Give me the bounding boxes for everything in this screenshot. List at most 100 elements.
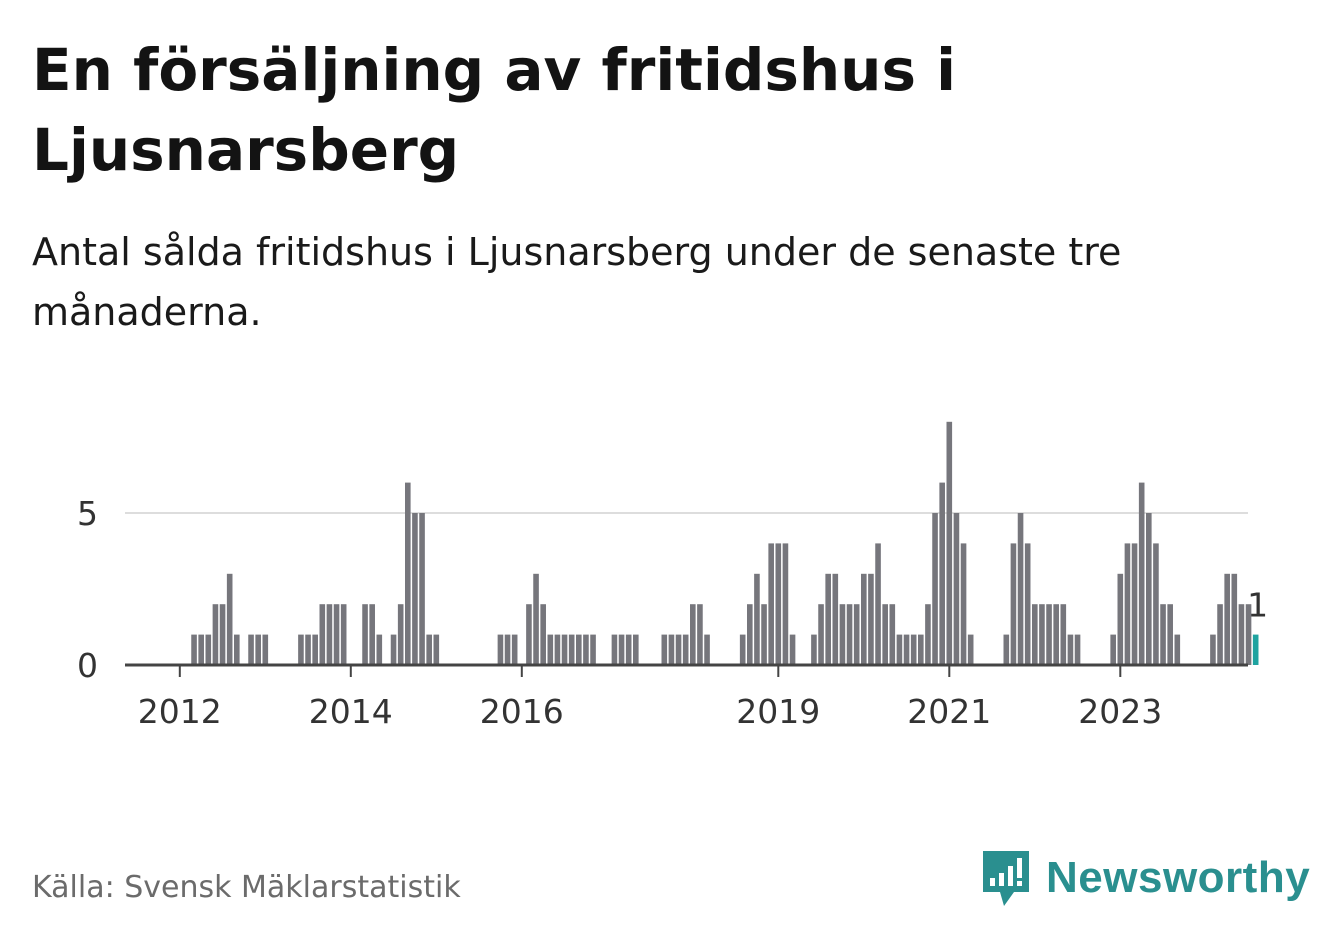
bar: [768, 543, 774, 665]
bar: [1010, 543, 1017, 665]
chart-title: En försäljning av fritidshus i Ljusnarsb…: [32, 36, 957, 184]
bars: [191, 421, 1259, 665]
bar: [618, 634, 625, 665]
bar: [825, 573, 831, 665]
bar: [946, 421, 953, 665]
bar: [668, 634, 675, 665]
bar: [583, 634, 589, 665]
bar: [255, 634, 261, 665]
bar: [1032, 604, 1038, 665]
bar: [818, 604, 824, 665]
bar: [1217, 604, 1223, 665]
bar: [761, 604, 767, 665]
bar: [967, 634, 974, 665]
bar: [853, 604, 860, 665]
bar: [1110, 634, 1116, 665]
bar: [1017, 513, 1024, 665]
bar-chart: 0 5 2012 2014 2016 2019 2021 2023 1: [77, 421, 1268, 731]
bar: [1074, 634, 1081, 665]
bar: [953, 513, 960, 665]
axis-ticks: 0 5 2012 2014 2016 2019 2021 2023: [77, 494, 1162, 731]
bar: [526, 604, 532, 665]
bar: [889, 604, 896, 665]
bar: [1124, 543, 1131, 665]
bar: [326, 604, 333, 665]
bar: [832, 573, 839, 665]
bar: [918, 634, 924, 665]
x-tick-label: 2016: [480, 692, 564, 731]
bar: [312, 634, 318, 665]
bar: [775, 543, 782, 665]
bar: [412, 513, 418, 665]
bar: [376, 634, 383, 665]
bar: [212, 604, 219, 665]
bar: [433, 634, 440, 665]
bar: [861, 573, 867, 665]
x-tick-label: 2019: [736, 692, 820, 731]
bar: [511, 634, 518, 665]
bar: [298, 634, 304, 665]
bar: [1224, 573, 1230, 665]
chart-subtitle: Antal sålda fritidshus i Ljusnarsberg un…: [32, 230, 1122, 334]
bar: [1160, 604, 1166, 665]
bar: [690, 604, 696, 665]
bar: [1138, 482, 1145, 665]
bar: [875, 543, 881, 665]
bar: [576, 634, 582, 665]
bar: [234, 634, 240, 665]
bar: [590, 634, 596, 665]
bar: [903, 634, 910, 665]
bar: [960, 543, 967, 665]
x-tick-label: 2021: [907, 692, 991, 731]
bar-latest: [1252, 634, 1259, 665]
brand-name: Newsworthy: [1046, 853, 1311, 902]
x-tick-label: 2014: [309, 692, 393, 731]
bar: [789, 634, 796, 665]
bar: [226, 573, 233, 665]
y-tick-label: 0: [77, 646, 98, 685]
bar: [497, 634, 504, 665]
bar: [390, 634, 397, 665]
bar: [504, 634, 511, 665]
bar: [1046, 604, 1052, 665]
bar: [896, 634, 903, 665]
bar: [191, 634, 197, 665]
bar: [611, 634, 618, 665]
bar: [1238, 604, 1245, 665]
bar: [397, 604, 404, 665]
bar: [675, 634, 682, 665]
bar: [426, 634, 432, 665]
bar: [198, 634, 204, 665]
bar: [547, 634, 554, 665]
y-tick-label: 5: [77, 494, 98, 533]
bar: [1167, 604, 1173, 665]
bar: [1231, 573, 1238, 665]
last-value-label: 1: [1247, 586, 1268, 625]
bar: [333, 604, 340, 665]
bar: [1210, 634, 1216, 665]
bar: [248, 634, 254, 665]
bar: [739, 634, 746, 665]
brand-logo: Newsworthy: [980, 848, 1310, 908]
bar: [939, 482, 945, 665]
bar: [1131, 543, 1138, 665]
bar: [568, 634, 575, 665]
x-tick-label: 2023: [1078, 692, 1162, 731]
bar: [340, 604, 347, 665]
bar: [925, 604, 931, 665]
bar: [262, 634, 269, 665]
bar: [1117, 573, 1124, 665]
bar: [369, 604, 375, 665]
bar: [1153, 543, 1159, 665]
bar: [1039, 604, 1045, 665]
bar: [554, 634, 561, 665]
bar: [747, 604, 753, 665]
bar: [839, 604, 846, 665]
bar: [405, 482, 411, 665]
bar: [625, 634, 632, 665]
bar-chart-speech-bubble-icon: [983, 851, 1029, 906]
bar: [362, 604, 368, 665]
bar: [319, 604, 326, 665]
bar: [633, 634, 639, 665]
bar: [1003, 634, 1010, 665]
